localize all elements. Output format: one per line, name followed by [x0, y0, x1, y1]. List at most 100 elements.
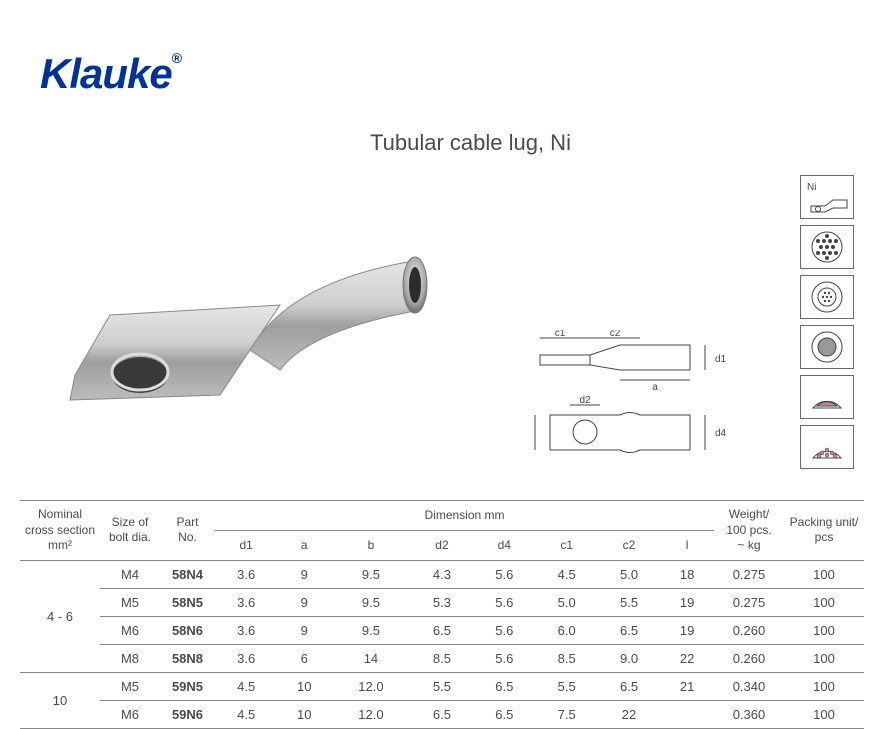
a-cell: 6 [277, 644, 331, 672]
packing-cell: 100 [784, 672, 864, 700]
c2-cell: 6.5 [598, 616, 660, 644]
c1-cell: 7.5 [535, 700, 597, 728]
a-cell: 10 [277, 700, 331, 728]
d4-cell: 5.6 [473, 644, 535, 672]
d4-cell: 6.5 [473, 672, 535, 700]
d1-cell: 3.6 [215, 588, 277, 616]
bolt-cell: M6 [100, 616, 160, 644]
sector-solid-icon [800, 375, 854, 419]
col-b: b [331, 530, 411, 560]
d4-cell: 5.6 [473, 560, 535, 588]
d1-cell: 3.6 [215, 616, 277, 644]
compact-strand-icon [800, 325, 854, 369]
dim-a: a [652, 382, 658, 393]
table-row: 4 - 6M458N43.699.54.35.64.55.0180.275100 [20, 560, 864, 588]
c1-cell: 6.0 [535, 616, 597, 644]
dim-d1: d1 [715, 354, 727, 365]
nominal-cell: 4 - 6 [20, 560, 100, 672]
c2-cell: 5.5 [598, 588, 660, 616]
col-l: l [660, 530, 714, 560]
d4-cell: 5.6 [473, 588, 535, 616]
packing-cell: 100 [784, 560, 864, 588]
c1-cell: 5.5 [535, 672, 597, 700]
part-cell: 58N6 [160, 616, 215, 644]
col-c2: c2 [598, 530, 660, 560]
d4-cell: 5.6 [473, 616, 535, 644]
d1-cell: 3.6 [215, 644, 277, 672]
part-cell: 58N8 [160, 644, 215, 672]
bolt-cell: M5 [100, 672, 160, 700]
weight-cell: 0.275 [714, 560, 784, 588]
product-photo [50, 220, 430, 440]
weight-cell: 0.360 [714, 700, 784, 728]
l-cell: 21 [660, 672, 714, 700]
brand-text: Klauke [40, 50, 172, 97]
c2-cell: 6.5 [598, 672, 660, 700]
d2-cell: 5.5 [411, 672, 473, 700]
weight-cell: 0.340 [714, 672, 784, 700]
d2-cell: 8.5 [411, 644, 473, 672]
table-row: M858N83.66148.55.68.59.0220.260100 [20, 644, 864, 672]
col-bolt: Size of bolt dia. [100, 501, 160, 561]
col-d2: d2 [411, 530, 473, 560]
part-cell: 59N5 [160, 672, 215, 700]
l-cell [660, 700, 714, 728]
weight-cell: 0.260 [714, 644, 784, 672]
dimension-drawing: c1 c2 a d1 b d2 d4 [530, 330, 750, 470]
b-cell: 9.5 [331, 616, 411, 644]
a-cell: 9 [277, 588, 331, 616]
brand-logo: Klauke® [40, 50, 181, 98]
l-cell: 19 [660, 616, 714, 644]
l-cell: 19 [660, 588, 714, 616]
packing-cell: 100 [784, 588, 864, 616]
table-row: 10M559N54.51012.05.56.55.56.5210.340100 [20, 672, 864, 700]
b-cell: 12.0 [331, 672, 411, 700]
weight-cell: 0.275 [714, 588, 784, 616]
stranded-icon [800, 225, 854, 269]
col-dimension: Dimension mm [215, 501, 714, 531]
dim-c1: c1 [555, 330, 566, 339]
packing-cell: 100 [784, 700, 864, 728]
dim-c2: c2 [610, 330, 621, 339]
part-cell: 59N6 [160, 700, 215, 728]
col-packing: Packing unit/ pcs [784, 501, 864, 561]
d1-cell: 4.5 [215, 672, 277, 700]
c1-cell: 8.5 [535, 644, 597, 672]
ni-lug-icon: Ni [800, 175, 854, 219]
col-nominal: Nominal cross section mm² [20, 501, 100, 561]
d2-cell: 5.3 [411, 588, 473, 616]
a-cell: 9 [277, 616, 331, 644]
dim-d2: d2 [579, 395, 591, 406]
packing-cell: 100 [784, 616, 864, 644]
col-part: Part No. [160, 501, 215, 561]
d2-cell: 6.5 [411, 616, 473, 644]
d4-cell: 6.5 [473, 700, 535, 728]
bolt-cell: M5 [100, 588, 160, 616]
c2-cell: 22 [598, 700, 660, 728]
d2-cell: 4.3 [411, 560, 473, 588]
col-a: a [277, 530, 331, 560]
l-cell: 18 [660, 560, 714, 588]
c1-cell: 4.5 [535, 560, 597, 588]
packing-cell: 100 [784, 644, 864, 672]
bolt-cell: M8 [100, 644, 160, 672]
col-weight: Weight/ 100 pcs. ~ kg [714, 501, 784, 561]
part-cell: 58N4 [160, 560, 215, 588]
table-row: M659N64.51012.06.56.57.5220.360100 [20, 700, 864, 728]
table-row: M558N53.699.55.35.65.05.5190.275100 [20, 588, 864, 616]
table-row: M658N63.699.56.55.66.06.5190.260100 [20, 616, 864, 644]
l-cell: 22 [660, 644, 714, 672]
c1-cell: 5.0 [535, 588, 597, 616]
bolt-cell: M6 [100, 700, 160, 728]
d1-cell: 4.5 [215, 700, 277, 728]
c2-cell: 9.0 [598, 644, 660, 672]
spec-table: Nominal cross section mm² Size of bolt d… [20, 500, 864, 729]
b-cell: 12.0 [331, 700, 411, 728]
bolt-cell: M4 [100, 560, 160, 588]
col-d1: d1 [215, 530, 277, 560]
part-cell: 58N5 [160, 588, 215, 616]
fine-stranded-icon [800, 275, 854, 319]
b-cell: 14 [331, 644, 411, 672]
col-c1: c1 [535, 530, 597, 560]
registered-mark: ® [172, 50, 181, 66]
